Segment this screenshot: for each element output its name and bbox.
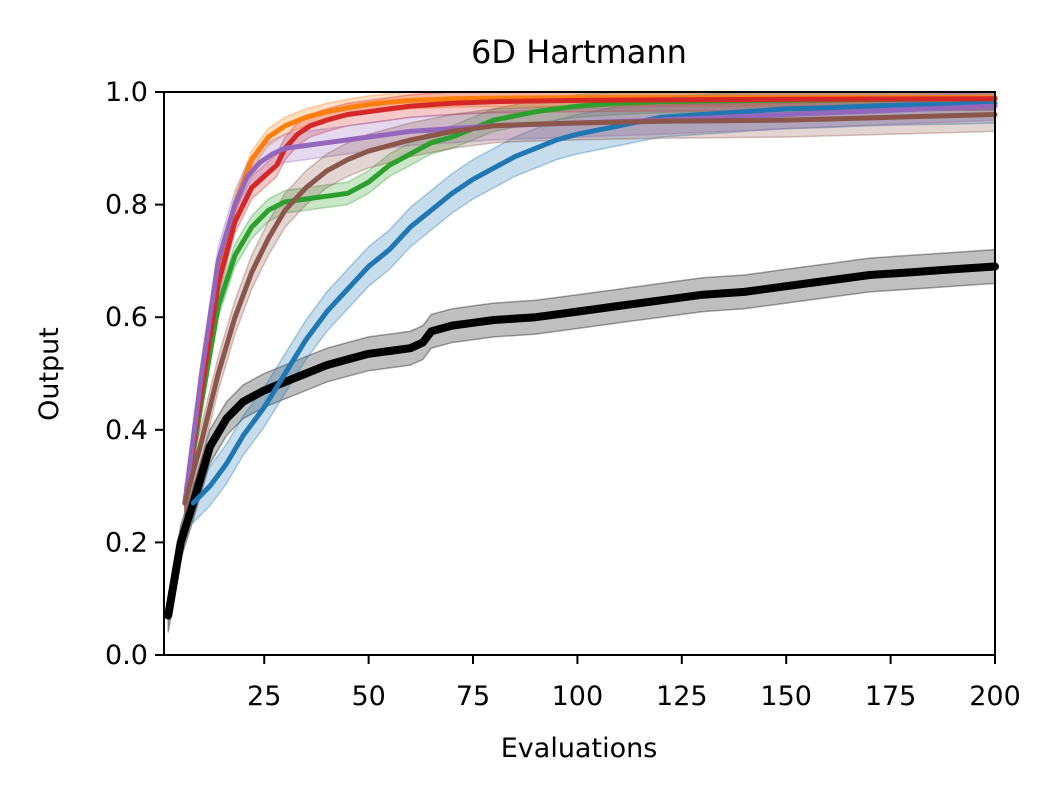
y-tick-label: 1.0 [105, 77, 148, 108]
plot-frame [163, 91, 996, 656]
y-axis: 0.0 0.2 0.4 0.6 0.8 1.0 [105, 77, 164, 671]
y-tick-label: 0.8 [105, 190, 148, 221]
series-line-red [182, 96, 998, 506]
y-tick-label: 0.2 [105, 527, 148, 558]
y-tick-label: 0.6 [105, 302, 148, 333]
x-tick-label: 125 [656, 681, 708, 712]
x-tick-label: 50 [351, 681, 385, 712]
x-axis-label: Evaluations [501, 733, 658, 764]
series-lines [164, 95, 999, 620]
x-tick-label: 200 [969, 681, 1021, 712]
y-tick-label: 0.4 [105, 415, 148, 446]
series-line-brown [182, 112, 998, 506]
chart-title: 6D Hartmann [471, 33, 687, 71]
series-line-black [164, 262, 999, 620]
x-tick-label: 150 [760, 681, 812, 712]
x-tick-label: 25 [247, 681, 281, 712]
y-axis-label: Output [34, 327, 65, 421]
x-axis: 25 50 75 100 125 150 175 200 [247, 655, 1021, 712]
y-tick-label: 0.0 [105, 640, 148, 671]
x-tick-label: 75 [456, 681, 490, 712]
x-tick-label: 100 [552, 681, 604, 712]
series-line-blue [190, 100, 998, 506]
x-tick-label: 175 [865, 681, 917, 712]
